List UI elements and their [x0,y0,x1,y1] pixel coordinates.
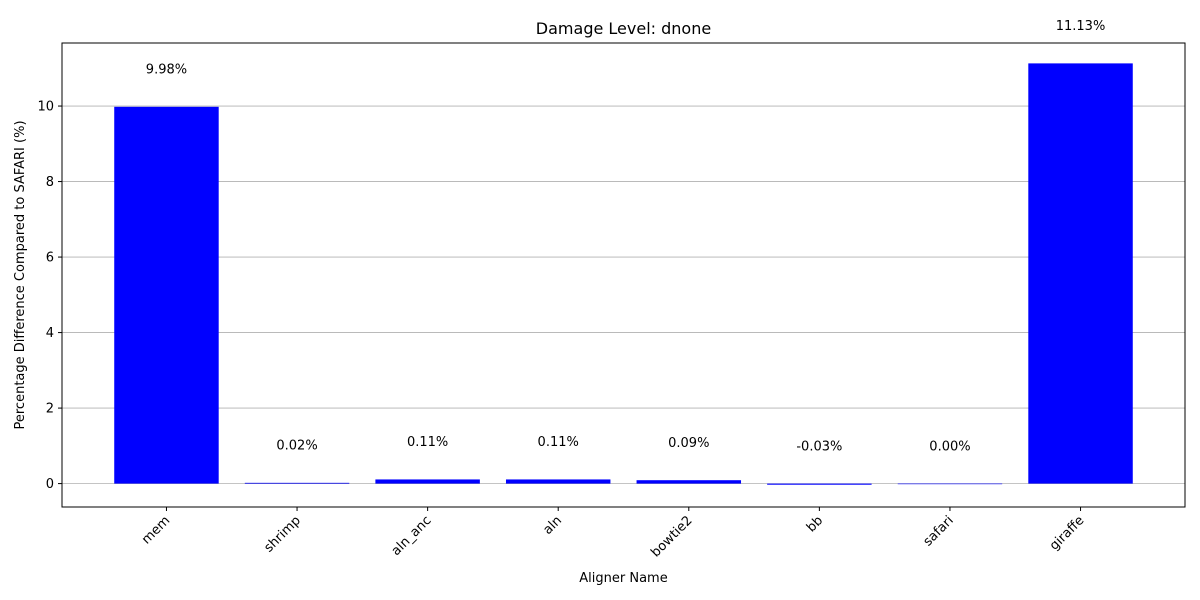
x-axis-label: Aligner Name [579,571,667,586]
bar-value-label: 11.13% [1056,19,1106,34]
plot-frame [61,42,1186,508]
bars [114,63,1133,485]
x-tick-label: giraffe [1047,513,1087,553]
y-tick-label: 8 [46,175,54,190]
bar-value-label: 0.11% [538,435,579,450]
bar-aln_anc [375,479,480,484]
y-axis-label: Percentage Difference Compared to SAFARI… [13,120,28,429]
x-tick-label: safari [921,513,957,549]
y-tick-label: 2 [46,402,54,417]
bar-bowtie2 [636,480,742,484]
bar-value-label: 0.02% [276,439,317,454]
y-tick-label: 6 [46,251,54,266]
x-tick-label: aln_anc [389,513,435,559]
bar-safari [897,483,1003,485]
bar-value-label: 0.11% [407,435,448,450]
x-axis-ticks: mem shrimp aln_anc aln bowtie2 bb safari giraff… [139,507,1087,560]
x-tick-label: shrimp [262,513,304,555]
y-tick-label: 10 [37,100,54,115]
bar-mem [114,106,219,484]
y-tick-label: 4 [46,326,54,341]
x-tick-label: mem [139,513,173,547]
bar-value-label: 0.09% [668,436,709,451]
bar-shrimp [244,482,350,484]
chart-title: Damage Level: dnone [536,19,711,38]
x-tick-label: bowtie2 [648,513,695,560]
bar-value-labels: 9.98% 0.02% 0.11% 0.11% 0.09% -0.03% 0.00% 11.1… [146,19,1106,454]
y-axis-ticks: 0 2 4 6 8 10 [37,100,62,492]
y-gridlines [62,105,1185,484]
y-tick-label: 0 [46,477,54,492]
x-tick-label: aln [540,513,565,538]
bar-value-label: 9.98% [146,63,187,78]
bar-aln [505,479,611,484]
bar-giraffe [1028,63,1133,484]
bar-value-label: -0.03% [796,439,842,454]
x-tick-label: bb [804,513,826,535]
bar-value-label: 0.00% [929,439,970,454]
bar-bb [767,483,872,485]
